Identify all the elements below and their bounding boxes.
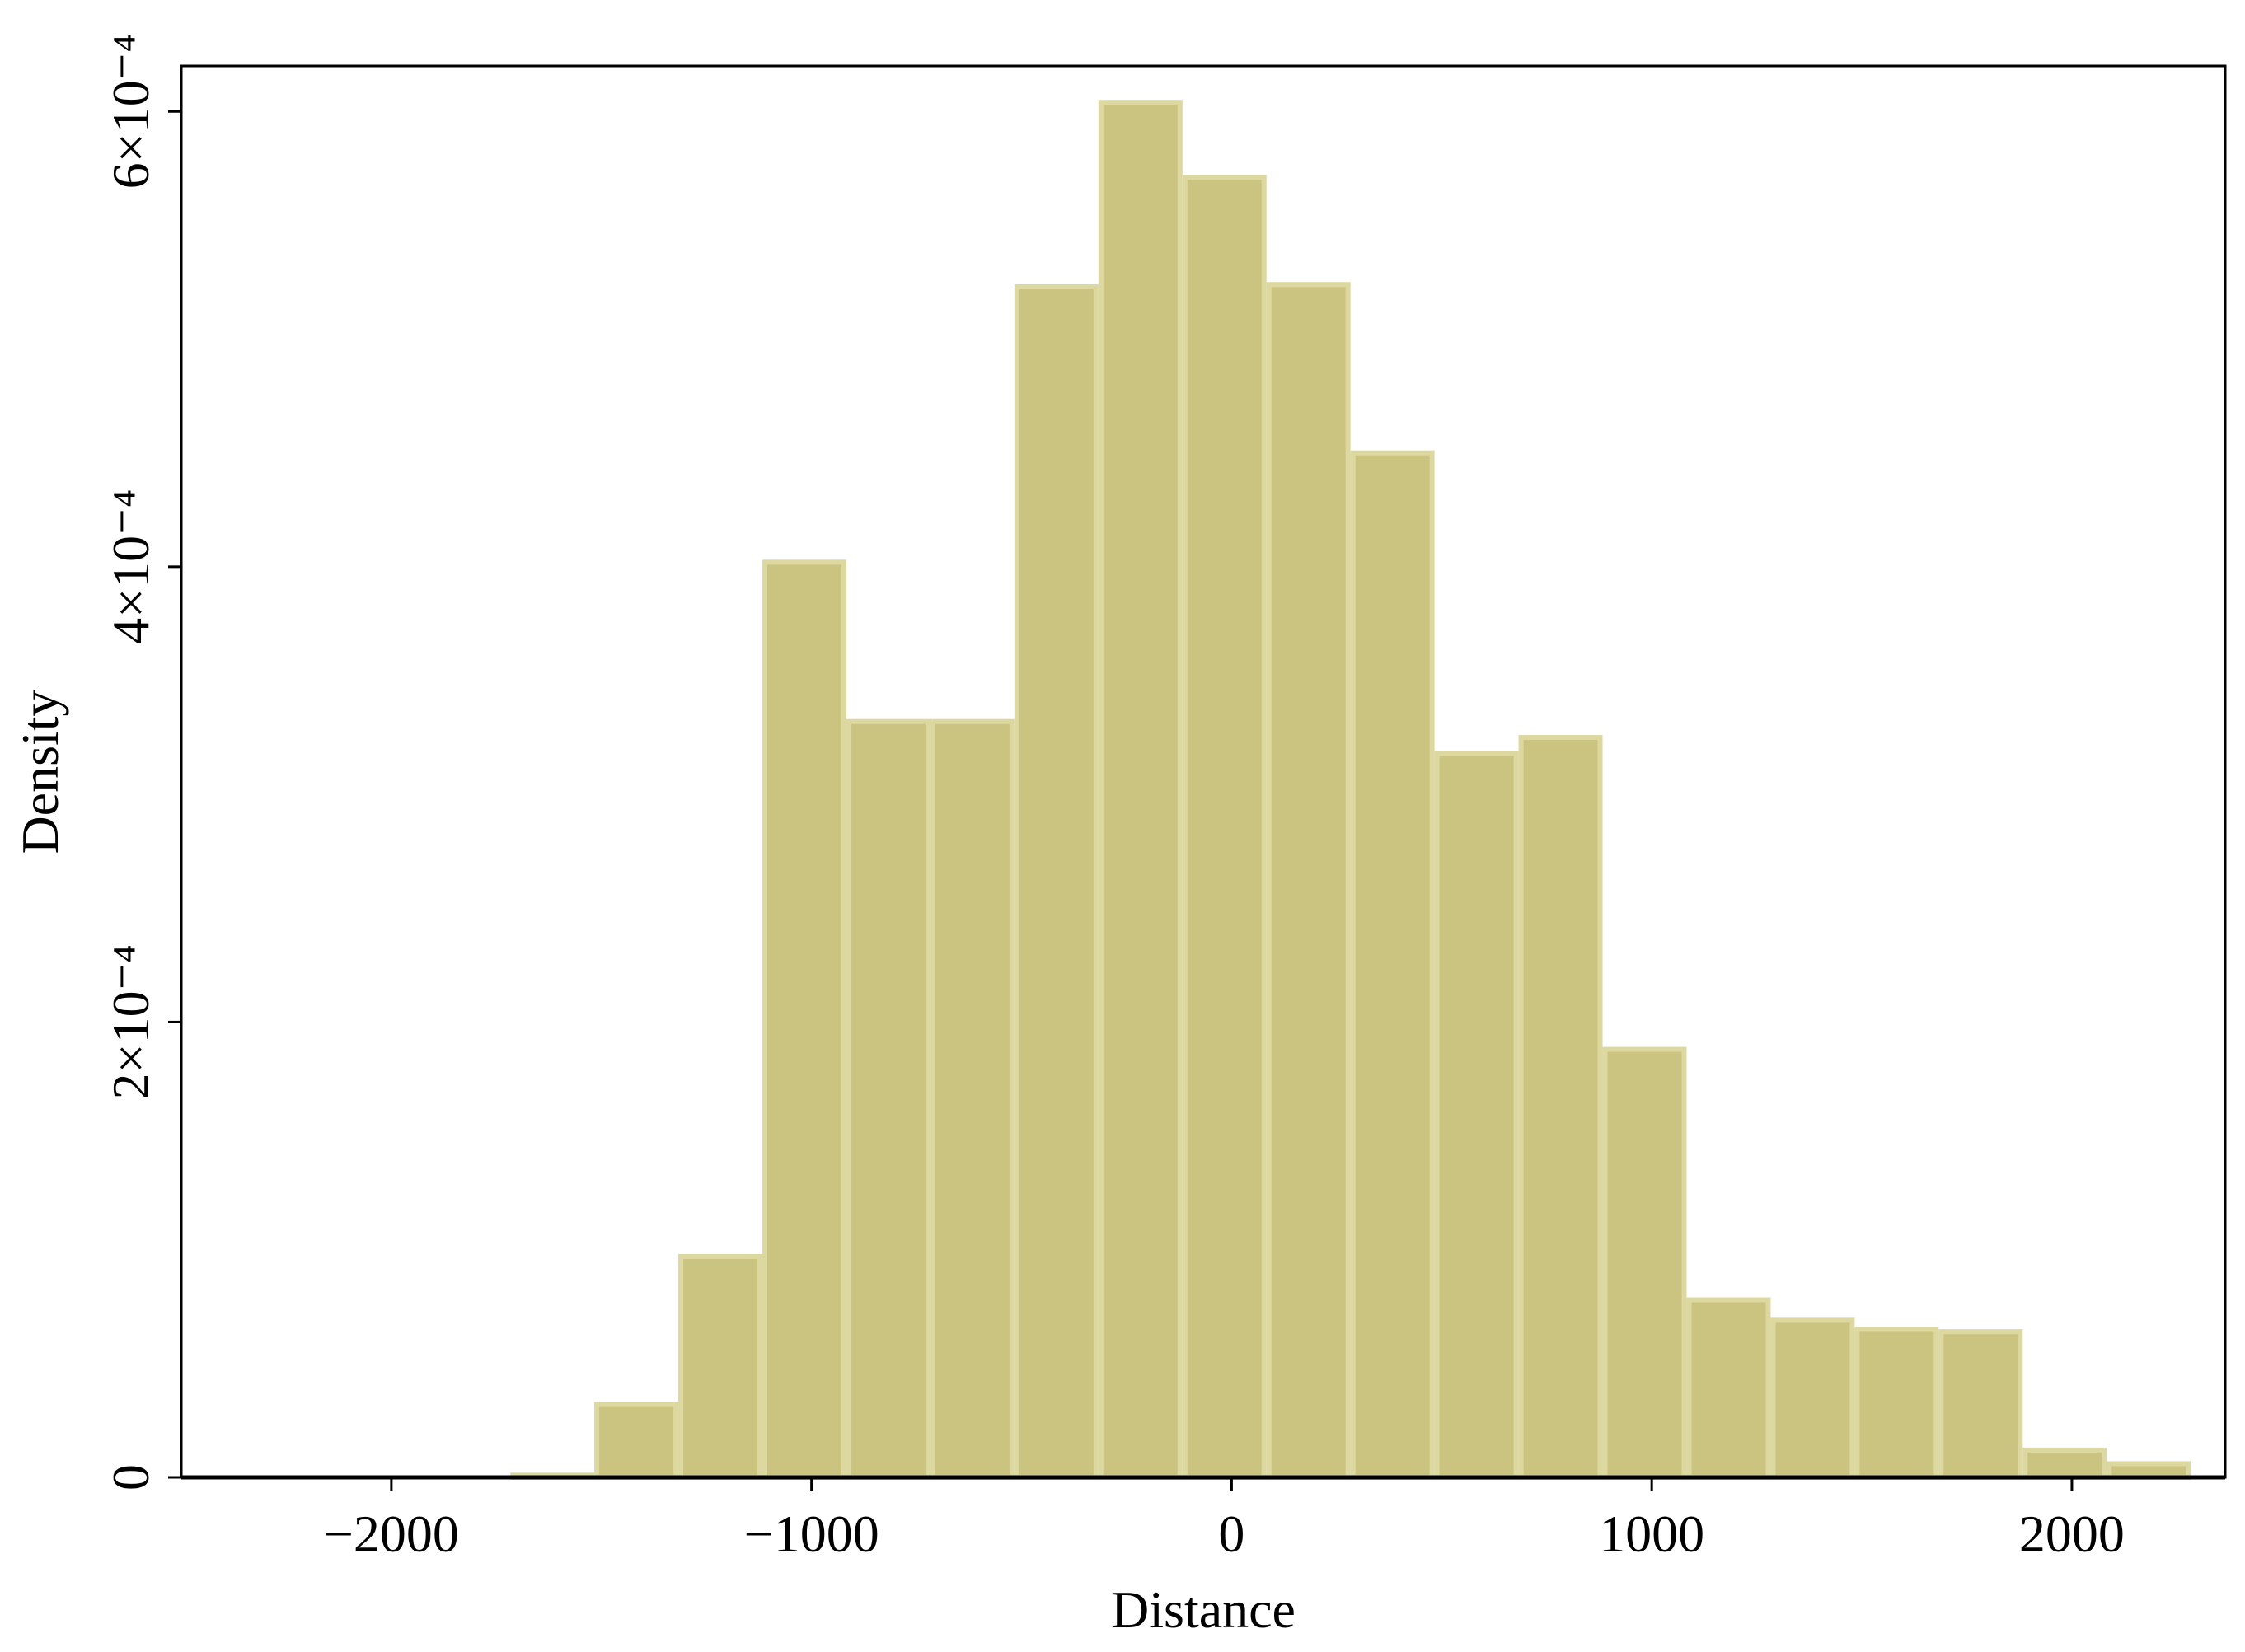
bar [1602, 1046, 1687, 1480]
x-tick-label: −2000 [324, 1505, 459, 1563]
x-tick-label: 0 [1218, 1505, 1244, 1563]
bar [1182, 175, 1267, 1481]
bar [1098, 100, 1183, 1481]
bar [1266, 282, 1351, 1480]
bar [1686, 1297, 1771, 1480]
bar [1350, 450, 1435, 1480]
y-tick-label: 0 [101, 1464, 160, 1491]
bar [846, 718, 930, 1480]
x-tick-label: −1000 [744, 1505, 879, 1563]
y-axis-label: Density [11, 690, 69, 854]
x-axis-label: Distance [1111, 1580, 1296, 1639]
y-tick-label: 4×10⁻⁴ [101, 489, 160, 644]
bar [1938, 1329, 2023, 1480]
bar [1014, 284, 1099, 1481]
bar [594, 1402, 679, 1480]
bar [1518, 735, 1603, 1480]
y-tick-label: 2×10⁻⁴ [101, 944, 160, 1099]
bar [678, 1253, 763, 1481]
bar [1434, 751, 1519, 1480]
bar [1854, 1327, 1939, 1480]
y-tick-label: 6×10⁻⁴ [101, 34, 160, 189]
bar [2022, 1447, 2107, 1481]
x-tick-label: 2000 [2019, 1505, 2125, 1563]
bar [930, 718, 1015, 1480]
bar [762, 559, 846, 1481]
x-tick-label: 1000 [1599, 1505, 1704, 1563]
bar [1770, 1317, 1855, 1480]
